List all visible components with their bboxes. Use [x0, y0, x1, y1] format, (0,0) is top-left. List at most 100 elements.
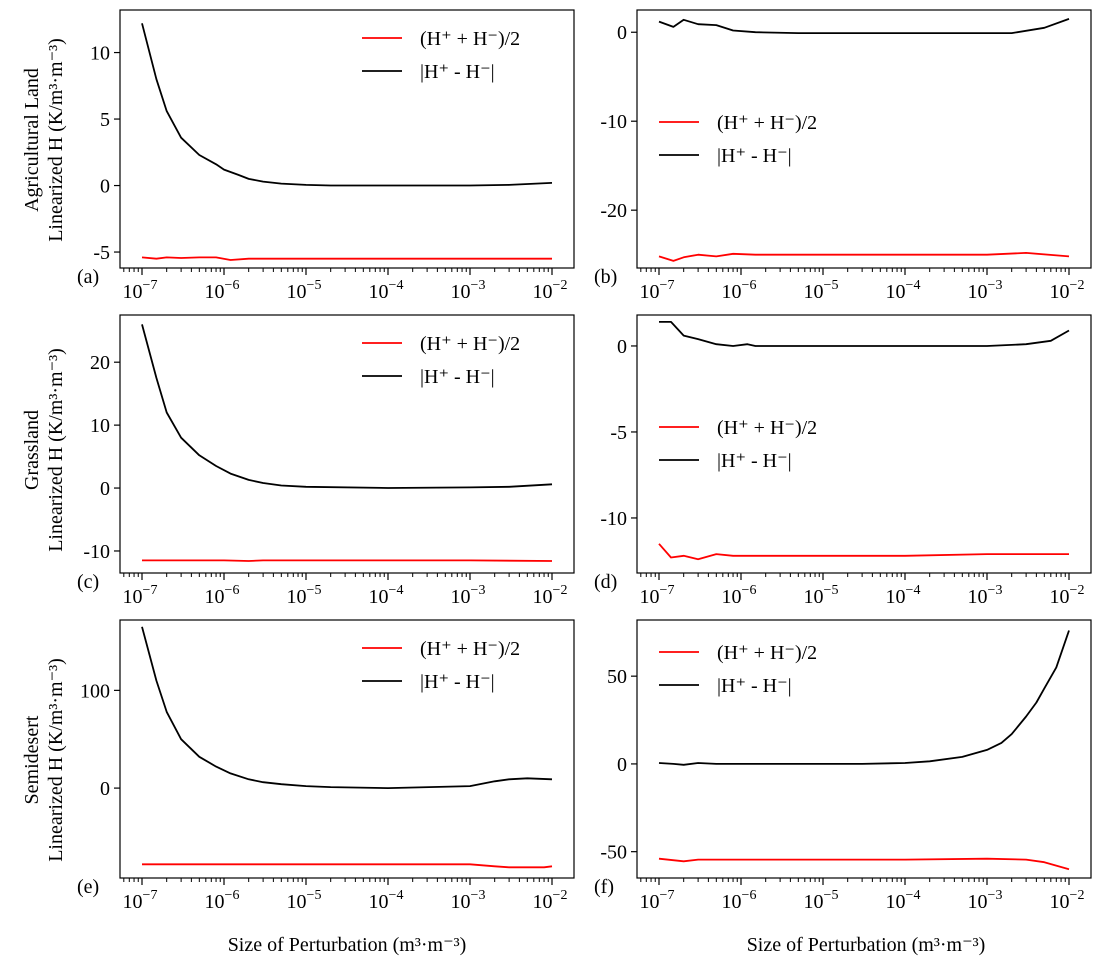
x-tick-label: 10−2 [533, 278, 568, 303]
x-tick-label: 10−7 [640, 888, 675, 913]
legend: (H⁺ + H⁻)/2 |H⁺ - H⁻| [659, 112, 817, 167]
legend-label: |H⁺ - H⁻| [717, 675, 792, 697]
panel-d: -10 -5 0 10−7 10−6 10−5 10−4 10−3 10−2 (H⁺ + H⁻)/… [594, 314, 1092, 608]
row-label-agricultural-unit: Linearized H (K/m³·m⁻³) [45, 38, 67, 242]
x-tick-label: 10−2 [533, 583, 568, 608]
y-tick-label: 20 [90, 352, 110, 374]
x-tick-label: 10−7 [640, 583, 675, 608]
panel-c: -10 0 10 20 10−7 10−6 10−5 10−4 10−3 10−2 (H⁺ + H⁻… [77, 314, 575, 608]
panel-letter: (e) [77, 876, 99, 898]
legend-label: (H⁺ + H⁻)/2 [717, 112, 817, 134]
panel-letter: (d) [594, 571, 617, 593]
y-tick-label: 0 [100, 176, 110, 198]
x-axis-label-left: Size of Perturbation (m³·m⁻³) [228, 934, 467, 956]
legend: (H⁺ + H⁻)/2 |H⁺ - H⁻| [659, 642, 817, 697]
x-tick-label: 10−4 [369, 888, 404, 913]
series-line-diff [141, 23, 553, 187]
legend-label: (H⁺ + H⁻)/2 [717, 417, 817, 439]
x-tick-label: 10−6 [722, 888, 757, 913]
x-tick-label: 10−2 [1050, 888, 1085, 913]
row-label-grassland-name: Grassland [21, 410, 43, 490]
plot-frame [636, 314, 1092, 574]
x-tick-label: 10−3 [968, 278, 1003, 303]
x-tick-label: 10−6 [205, 888, 240, 913]
x-tick-label: 10−2 [533, 888, 568, 913]
y-tick-label: -10 [83, 541, 110, 563]
row-label-semidesert: Semidesert Linearized H (K/m³·m⁻³) [21, 658, 67, 862]
y-tick-label: -10 [600, 508, 627, 530]
x-tick-label: 10−5 [804, 278, 839, 303]
x-tick-label: 10−6 [205, 278, 240, 303]
panel-f: -50 0 50 10−7 10−6 10−5 10−4 10−3 10−2 (H⁺ + H⁻)/… [594, 619, 1092, 913]
series-line-mean [142, 863, 553, 869]
legend-label: (H⁺ + H⁻)/2 [420, 638, 520, 660]
x-tick-label: 10−6 [205, 583, 240, 608]
x-tick-label: 10−2 [1050, 583, 1085, 608]
x-tick-label: 10−4 [369, 583, 404, 608]
legend-label: |H⁺ - H⁻| [717, 450, 792, 472]
y-tick-label: -20 [600, 200, 627, 222]
y-tick-label: 10 [90, 43, 110, 65]
series-line-mean [142, 559, 553, 562]
y-tick-label: 50 [607, 666, 627, 688]
x-tick-label: 10−3 [451, 583, 486, 608]
row-label-agricultural-name: Agricultural Land [21, 68, 43, 212]
legend-label: (H⁺ + H⁻)/2 [717, 642, 817, 664]
x-tick-label: 10−3 [451, 278, 486, 303]
y-tick-label: 100 [80, 680, 110, 702]
plot-frame [119, 9, 575, 269]
x-tick-label: 10−7 [123, 583, 158, 608]
x-tick-label: 10−6 [722, 278, 757, 303]
series-line-mean [141, 256, 552, 261]
legend-label: (H⁺ + H⁻)/2 [420, 333, 520, 355]
x-tick-label: 10−4 [886, 888, 921, 913]
y-tick-label: 0 [617, 754, 627, 776]
panel-letter: (f) [594, 876, 614, 898]
panel-letter: (b) [594, 266, 617, 288]
x-axis-label-right: Size of Perturbation (m³·m⁻³) [747, 934, 986, 956]
panel-letter: (c) [77, 571, 99, 593]
x-tick-label: 10−3 [968, 583, 1003, 608]
x-tick-label: 10−5 [287, 278, 322, 303]
x-tick-label: 10−5 [804, 583, 839, 608]
y-tick-label: -10 [600, 111, 627, 133]
x-tick-label: 10−7 [640, 278, 675, 303]
x-tick-label: 10−3 [968, 888, 1003, 913]
series-line-diff [658, 18, 1070, 34]
plot-frame [119, 619, 575, 879]
panel-a: -5 0 5 10 10−7 10−6 10−5 10−4 10−3 10−2 (H⁺ + H⁻)/… [77, 9, 575, 303]
panel-letter: (a) [77, 266, 99, 288]
x-tick-label: 10−3 [451, 888, 486, 913]
x-tick-label: 10−4 [369, 278, 404, 303]
plot-frame [636, 9, 1092, 269]
series-line-mean [658, 251, 1070, 262]
y-tick-label: 5 [100, 109, 110, 131]
x-tick-label: 10−7 [123, 278, 158, 303]
panel-b: -20 -10 0 10−7 10−6 10−5 10−4 10−3 10−2 (H⁺ + H⁻)… [594, 9, 1092, 303]
x-tick-label: 10−5 [804, 888, 839, 913]
y-tick-label: 10 [90, 415, 110, 437]
x-tick-label: 10−2 [1050, 278, 1085, 303]
x-tick-label: 10−4 [886, 583, 921, 608]
plot-frame [119, 314, 575, 574]
series-line-mean [658, 543, 1069, 561]
legend-label: |H⁺ - H⁻| [420, 671, 495, 693]
panel-e: 0 100 10−7 10−6 10−5 10−4 10−3 10−2 (H⁺ + H⁻)/2 |… [77, 619, 575, 913]
legend-label: |H⁺ - H⁻| [717, 145, 792, 167]
series-line-diff [659, 320, 1070, 347]
row-label-agricultural: Agricultural Land Linearized H (K/m³·m⁻³… [21, 38, 67, 242]
x-tick-label: 10−4 [886, 278, 921, 303]
series-line-diff [141, 626, 553, 789]
y-tick-label: 0 [100, 778, 110, 800]
panels-layer: -50 5 10 10−7 10−6 10−5 10−4 10−3 10−2 (H⁺ + H⁻)/… [77, 9, 1092, 913]
x-tick-label: 10−5 [287, 583, 322, 608]
row-label-semidesert-unit: Linearized H (K/m³·m⁻³) [45, 658, 67, 862]
plot-frame [636, 619, 1092, 879]
x-tick-label: 10−5 [287, 888, 322, 913]
y-tick-label: 0 [617, 336, 627, 358]
y-tick-label: -50 [600, 842, 627, 864]
legend: (H⁺ + H⁻)/2 |H⁺ - H⁻| [659, 417, 817, 472]
row-label-grassland-unit: Linearized H (K/m³·m⁻³) [45, 348, 67, 552]
row-label-grassland: Grassland Linearized H (K/m³·m⁻³) [21, 348, 67, 552]
